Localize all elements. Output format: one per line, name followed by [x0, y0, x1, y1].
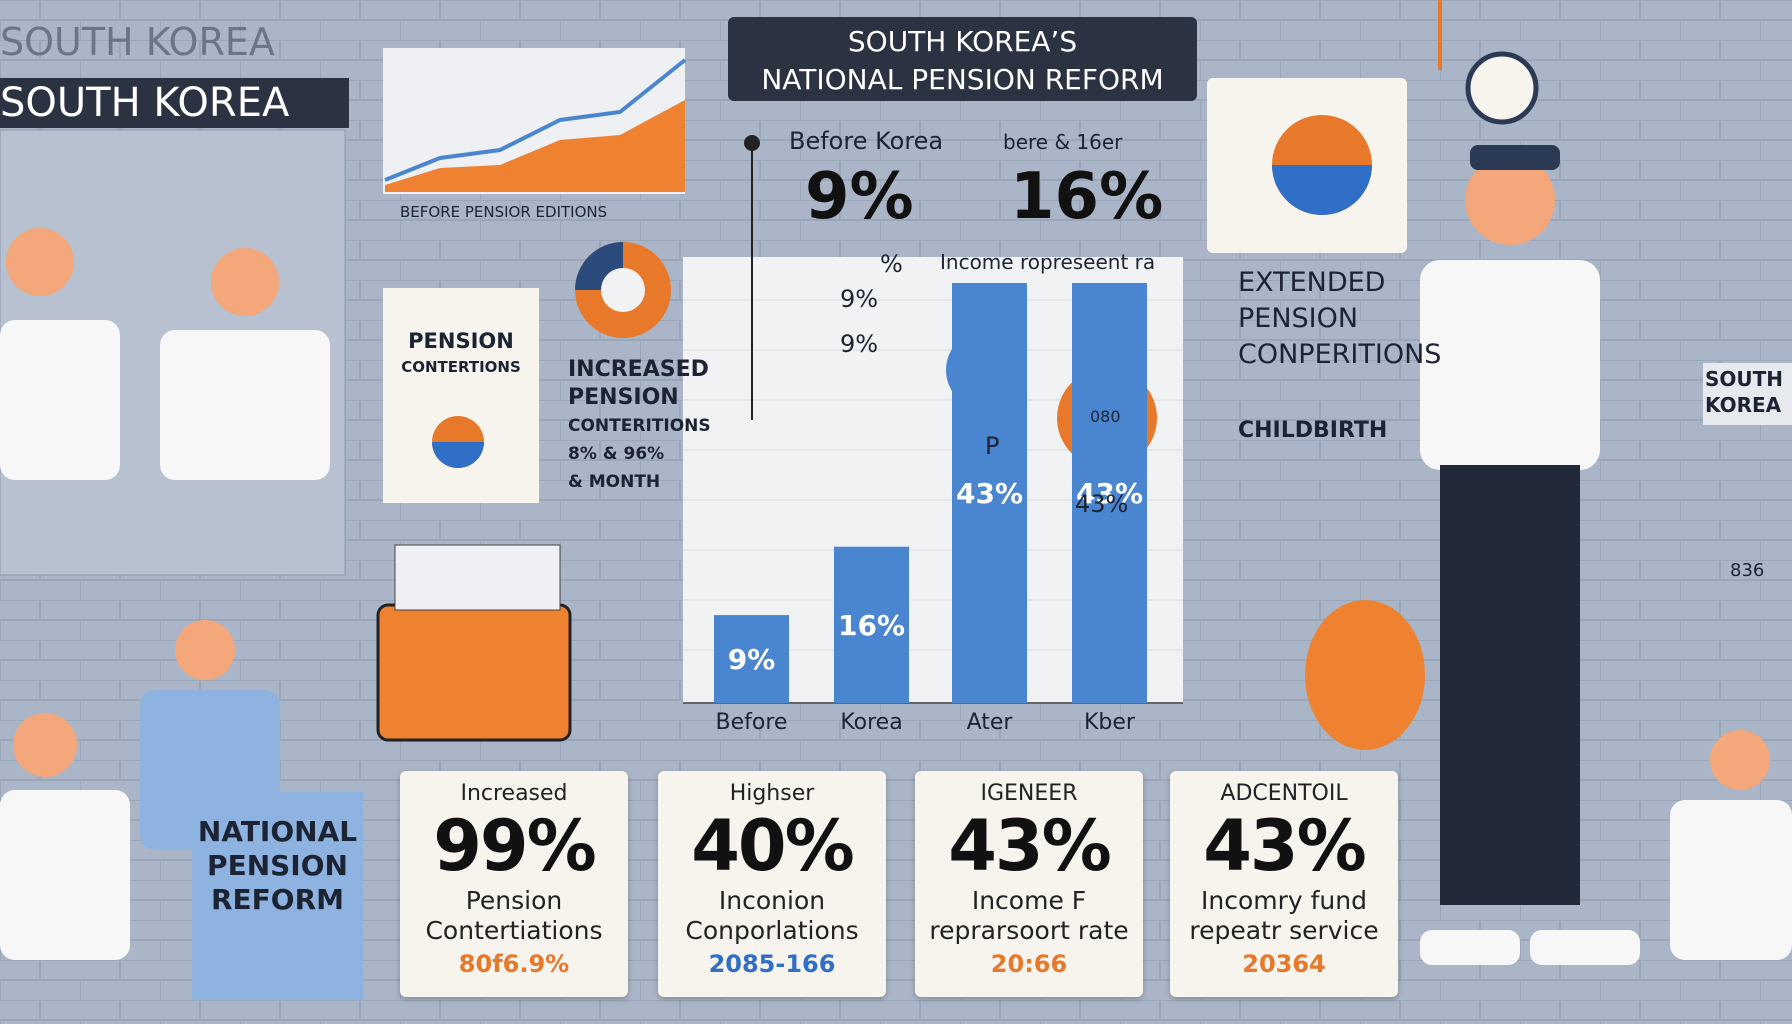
card-value: 43% — [948, 805, 1112, 887]
annotation: 9% — [840, 285, 879, 313]
line: SOUTH — [1705, 367, 1784, 391]
annotation: 43% — [1075, 490, 1129, 518]
bar — [714, 615, 789, 703]
value-label: 43% — [1075, 477, 1144, 510]
line: KOREA — [1705, 393, 1782, 417]
card-line: reprarsoort rate — [929, 916, 1129, 945]
faint-title: SOUTH KOREA — [0, 20, 275, 64]
stat-card: ADCENTOIL 43% Incomry fund repeatr service 2… — [1170, 771, 1398, 997]
side-box: SOUTH KOREA — [1705, 366, 1783, 418]
card-small: 2085-166 — [708, 950, 836, 978]
card-small: 20364 — [1242, 950, 1326, 978]
right-notes: EXTENDED PENSION CONPERITIONS CHILDBIRTH — [1238, 265, 1441, 449]
annotation: P — [985, 432, 1000, 460]
line: CONTERTIONS — [401, 358, 521, 376]
card-line: Conporlations — [685, 916, 859, 945]
line: EXTENDED — [1238, 267, 1386, 298]
card-line: Incomry fund — [1201, 886, 1367, 915]
value-label: 16% — [837, 608, 906, 642]
title-line: NATIONAL PENSION REFORM — [761, 63, 1164, 96]
stat-card: Increased 99% Pension Contertiations 80f6.9% — [400, 771, 628, 997]
card-line: repeatr service — [1189, 916, 1379, 945]
card-small: 80f6.9% — [458, 950, 570, 978]
line: CHILDBIRTH — [1238, 418, 1388, 443]
mini-chart-label: BEFORE PENSIOR EDITIONS — [400, 203, 608, 221]
x-tick-label: Korea — [840, 710, 903, 735]
card-line: Income F — [971, 886, 1087, 915]
bar — [1072, 283, 1147, 703]
line: REFORM — [210, 883, 345, 916]
line: NATIONAL — [197, 815, 358, 848]
chart-subtitle: Income ropreseent ra — [940, 250, 1156, 274]
line: PENSION — [207, 849, 348, 882]
card-value: 40% — [691, 805, 855, 887]
value-label: 9% — [727, 643, 776, 677]
x-tick-label: Ater — [966, 710, 1013, 735]
bar — [834, 546, 909, 703]
card-header: ADCENTOIL — [1220, 781, 1348, 806]
after-label: bere & 16er — [1003, 130, 1123, 154]
card-line: Contertiations — [425, 916, 603, 945]
title: SOUTH KOREA’S NATIONAL PENSION REFORM — [728, 17, 1197, 101]
after-value: 16% — [1010, 160, 1164, 234]
card-value: 43% — [1203, 805, 1367, 887]
line: PENSION — [1238, 303, 1359, 334]
line: PENSION — [568, 385, 679, 410]
line: INCREASED — [568, 357, 709, 382]
line: CONPERITIONS — [1238, 339, 1442, 370]
annotation: % — [880, 250, 903, 278]
title-line: SOUTH KOREA’S — [847, 25, 1078, 58]
banner: SOUTH KOREA — [0, 78, 349, 128]
x-tick-label: Before — [715, 710, 788, 735]
before-value: 9% — [805, 160, 914, 234]
blue-panel: NATIONAL PENSION REFORM — [192, 815, 363, 917]
value-label: 43% — [955, 477, 1024, 510]
card-header: Highser — [729, 781, 815, 806]
card-line: Pension — [465, 886, 563, 915]
card-header: Increased — [460, 781, 568, 806]
annotation: 9% — [840, 330, 879, 358]
card-header: IGENEER — [980, 781, 1078, 806]
line: 8% & 96% — [568, 444, 665, 464]
increased-note: INCREASED PENSION CONTERITIONS 8% & 96% & MO… — [568, 356, 711, 496]
card-value: 99% — [433, 805, 597, 887]
stat-card: Highser 40% Inconion Conporlations 2085-166 — [658, 771, 886, 997]
left-card-text: PENSION CONTERTIONS — [383, 328, 539, 380]
card-line: Inconion — [718, 886, 826, 915]
card-small: 20:66 — [990, 950, 1068, 978]
side-small: 836 — [1730, 560, 1765, 581]
x-tick-label: Kber — [1084, 710, 1135, 735]
line: & MONTH — [568, 472, 661, 492]
before-label: Before Korea — [789, 127, 944, 155]
bar — [952, 283, 1027, 703]
line: PENSION — [408, 329, 514, 353]
annotation: 080 — [1090, 407, 1121, 426]
line: CONTERITIONS — [568, 416, 711, 436]
